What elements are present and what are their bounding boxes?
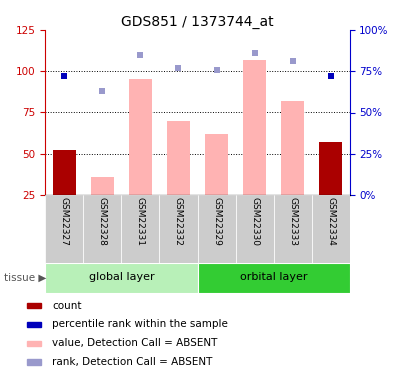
Bar	[243, 60, 266, 195]
Bar	[235, 195, 274, 262]
Bar	[281, 101, 304, 195]
Bar	[27, 322, 41, 327]
Bar	[83, 195, 122, 262]
Bar	[45, 262, 198, 292]
Text: GSM22330: GSM22330	[250, 197, 259, 246]
Text: GSM22334: GSM22334	[326, 197, 335, 246]
Bar	[53, 150, 76, 195]
Text: GSM22329: GSM22329	[212, 197, 221, 246]
Text: rank, Detection Call = ABSENT: rank, Detection Call = ABSENT	[52, 357, 213, 367]
Bar	[319, 142, 342, 195]
Bar	[273, 195, 312, 262]
Bar	[160, 195, 198, 262]
Bar	[45, 195, 83, 262]
Title: GDS851 / 1373744_at: GDS851 / 1373744_at	[121, 15, 274, 29]
Bar	[167, 121, 190, 195]
Text: percentile rank within the sample: percentile rank within the sample	[52, 320, 228, 329]
Text: GSM22327: GSM22327	[60, 197, 69, 246]
Text: GSM22331: GSM22331	[136, 197, 145, 246]
Bar	[205, 134, 228, 195]
Bar	[312, 195, 350, 262]
Bar	[198, 262, 350, 292]
Bar	[198, 195, 235, 262]
Bar	[122, 195, 160, 262]
Bar	[27, 303, 41, 308]
Bar	[27, 359, 41, 364]
Text: count: count	[52, 301, 82, 310]
Text: global layer: global layer	[88, 273, 154, 282]
Bar	[129, 80, 152, 195]
Text: GSM22328: GSM22328	[98, 197, 107, 246]
Text: tissue ▶: tissue ▶	[4, 273, 46, 282]
Text: GSM22333: GSM22333	[288, 197, 297, 246]
Text: value, Detection Call = ABSENT: value, Detection Call = ABSENT	[52, 338, 218, 348]
Text: GSM22332: GSM22332	[174, 197, 183, 246]
Bar	[91, 177, 114, 195]
Text: orbital layer: orbital layer	[240, 273, 307, 282]
Bar	[27, 340, 41, 346]
